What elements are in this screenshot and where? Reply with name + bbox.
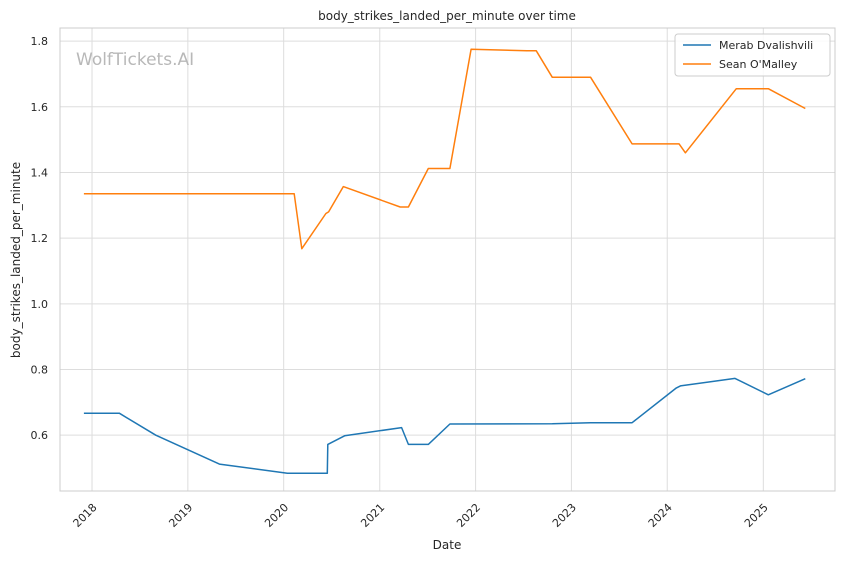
series-layer bbox=[83, 48, 806, 475]
legend-label-merab: Merab Dvalishvili bbox=[719, 39, 813, 52]
x-tick-label: 2022 bbox=[454, 501, 483, 530]
x-tick-label: 2021 bbox=[358, 501, 387, 530]
plot-area-frame bbox=[59, 27, 836, 492]
x-tick-label: 2019 bbox=[166, 501, 195, 530]
x-tick-label: 2023 bbox=[550, 501, 579, 530]
x-tick-label: 2025 bbox=[742, 501, 771, 530]
watermark: WolfTickets.AI bbox=[76, 50, 194, 70]
series-line-merab-dvalishvili bbox=[83, 377, 806, 475]
y-tick-label: 1.8 bbox=[31, 35, 49, 48]
y-axis-title: body_strikes_landed_per_minute bbox=[9, 162, 23, 358]
legend-box bbox=[674, 33, 831, 77]
grid bbox=[60, 28, 835, 491]
y-tick-label: 1.0 bbox=[31, 298, 49, 311]
y-tick-label: 1.2 bbox=[31, 232, 49, 245]
x-tick-label: 2018 bbox=[71, 501, 100, 530]
legend: Merab Dvalishvili Sean O'Malley bbox=[674, 33, 831, 77]
legend-label-omalley: Sean O'Malley bbox=[719, 58, 798, 71]
x-tick-label: 2020 bbox=[262, 501, 291, 530]
y-tick-label: 1.6 bbox=[31, 101, 49, 114]
x-tick-label: 2024 bbox=[646, 501, 675, 530]
x-axis-title: Date bbox=[433, 538, 462, 552]
chart-title: body_strikes_landed_per_minute over time bbox=[318, 9, 576, 23]
y-tick-label: 0.8 bbox=[31, 364, 49, 377]
y-tick-label: 0.6 bbox=[31, 429, 49, 442]
series-line-sean-o-malley bbox=[83, 48, 806, 250]
y-tick-label: 1.4 bbox=[31, 166, 49, 179]
tick-labels: 2018 2019 2020 2021 2022 2023 2024 2025 0.6 0.8 1.… bbox=[31, 35, 771, 530]
